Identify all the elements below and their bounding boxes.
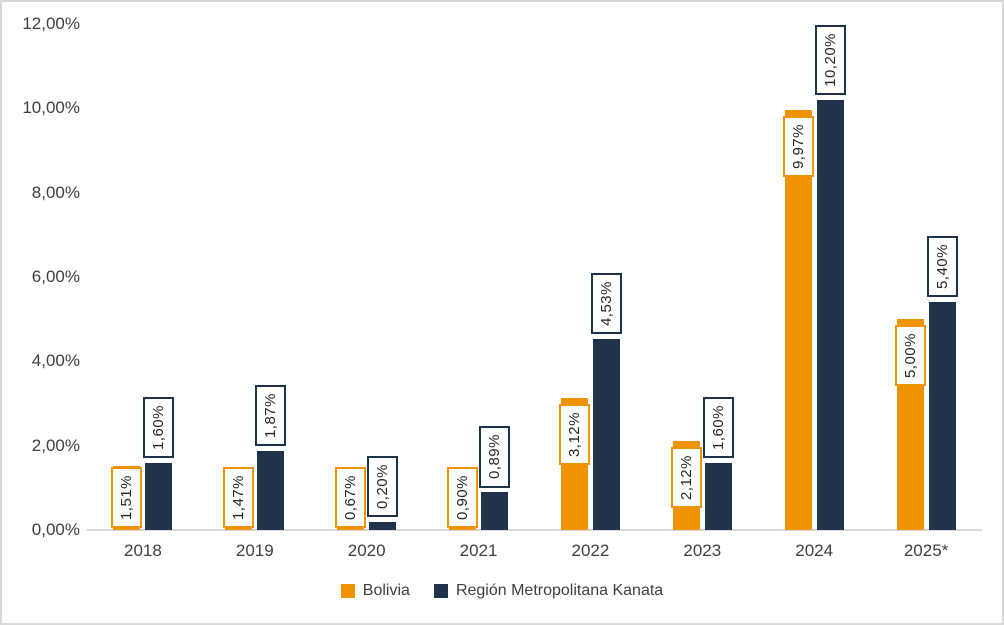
legend-label-region-kanata: Región Metropolitana Kanata [455,582,664,599]
data-label-text: 5,00% [901,333,919,379]
data-label-region-kanata: 1,60% [143,396,175,458]
data-label-text: 3,12% [565,412,583,458]
data-label-region-kanata: 4,53% [590,272,622,335]
x-axis-tick-label: 2025* [903,541,949,560]
data-label-bolivia: 5,00% [894,325,926,387]
data-label-text: 10,20% [821,32,839,87]
legend-item-bolivia[interactable]: Bolivia [340,582,410,600]
data-label-text: 1,60% [150,404,168,450]
data-label-region-kanata: 0,89% [479,426,511,488]
data-label-text: 1,47% [230,475,248,521]
y-axis-tick-label: 8,00% [31,182,80,202]
x-axis-tick-label: 2020 [347,541,386,560]
bar-region-kanata[interactable] [369,521,397,530]
data-label-region-kanata: 10,20% [814,24,846,95]
bar-region-kanata[interactable] [928,302,956,530]
data-label-region-kanata: 1,87% [255,385,287,447]
bar-region-kanata[interactable] [592,338,620,530]
data-label-text: 9,97% [789,123,807,169]
x-axis-line [87,529,982,531]
data-label-text: 1,51% [118,475,136,521]
data-label-text: 1,60% [709,404,727,450]
bar-region-kanata[interactable] [704,462,732,530]
x-axis-tick-label: 2022 [571,541,610,560]
data-label-text: 1,87% [262,393,280,439]
x-axis-tick-label: 2021 [459,541,498,560]
bar-region-kanata[interactable] [257,451,285,530]
bar-region-kanata[interactable] [481,492,509,530]
y-axis-tick-label: 12,00% [22,14,80,33]
data-label-text: 0,90% [454,475,472,521]
x-axis-tick-label: 2019 [235,541,274,560]
bar-region-kanata[interactable] [145,462,173,530]
data-label-region-kanata: 1,60% [702,396,734,458]
data-label-bolivia: 0,90% [447,467,479,529]
data-label-text: 2,12% [677,454,695,500]
legend-swatch-bolivia [340,584,355,598]
data-label-text: 0,89% [486,434,504,480]
data-label-region-kanata: 0,20% [367,455,399,517]
bar-region-kanata[interactable] [816,99,844,530]
y-axis-tick-label: 0,00% [31,520,80,539]
data-label-bolivia: 0,67% [335,467,367,529]
x-axis-tick-label: 2018 [124,541,162,560]
data-label-text: 0,20% [374,463,392,509]
data-label-text: 4,53% [597,280,615,327]
data-label-bolivia: 2,12% [670,446,702,508]
x-axis-tick-label: 2023 [683,541,722,560]
data-label-text: 5,40% [933,244,951,290]
data-label-bolivia: 1,47% [223,467,255,529]
data-label-bolivia: 9,97% [782,115,814,177]
y-axis-tick-label: 6,00% [31,267,80,286]
data-label-region-kanata: 5,40% [926,236,958,298]
legend: Bolivia Región Metropolitana Kanata [2,582,1002,600]
legend-label-bolivia: Bolivia [362,582,410,599]
bar-bolivia[interactable] [784,109,812,530]
data-label-bolivia: 1,51% [111,467,143,529]
legend-item-region-kanata[interactable]: Región Metropolitana Kanata [433,582,664,600]
data-label-text: 0,67% [342,475,360,521]
data-label-bolivia: 3,12% [558,404,590,466]
y-axis-tick-label: 10,00% [22,98,80,118]
y-axis-tick-label: 2,00% [31,435,80,455]
legend-swatch-region-kanata [433,584,448,598]
x-axis-tick-label: 2024 [795,541,834,560]
y-axis-tick-label: 4,00% [31,351,80,371]
